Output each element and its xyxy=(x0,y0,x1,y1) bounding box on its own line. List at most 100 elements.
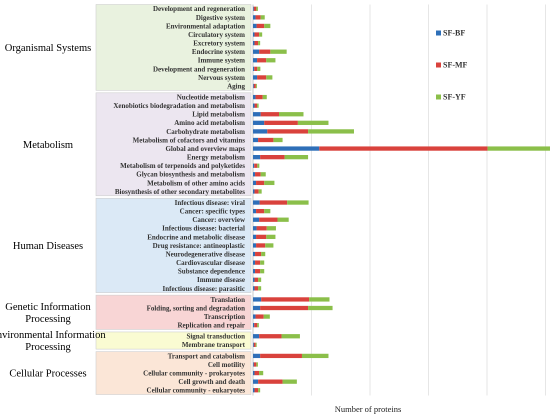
group-label: Environmental Information Processing xyxy=(0,330,106,353)
bar-segment xyxy=(253,23,257,29)
bar-segment xyxy=(257,75,267,80)
bar-segment xyxy=(284,155,309,160)
bar-segment xyxy=(259,370,264,376)
bar-segment xyxy=(253,155,261,160)
bar-segment xyxy=(253,6,257,11)
bar-segment xyxy=(262,94,267,100)
group-label: Human Diseases xyxy=(13,241,83,252)
category-label: Infectious disease: viral xyxy=(175,199,245,207)
bar-segment xyxy=(253,323,255,328)
group-band xyxy=(95,351,252,395)
bar-segment xyxy=(253,269,256,274)
bar-segment xyxy=(253,129,268,134)
bar-segment xyxy=(301,353,329,359)
category-label: Drug resistance: antineoplastic xyxy=(153,242,245,250)
legend-swatch xyxy=(436,62,441,68)
legend-swatch xyxy=(436,94,441,100)
bar-segment xyxy=(254,286,259,291)
category-label: Cardiovascular disease xyxy=(176,259,245,267)
category-label: Immune system xyxy=(198,57,245,65)
group-band xyxy=(95,92,252,197)
bar-segment xyxy=(260,155,285,160)
bar-segment xyxy=(264,23,271,29)
bar-segment xyxy=(253,112,261,117)
bar-segment xyxy=(264,120,298,125)
bar-segment xyxy=(253,200,260,205)
category-label: Global and overview maps xyxy=(165,145,245,153)
bar-segment xyxy=(266,226,276,231)
bar-segment xyxy=(259,200,288,205)
bar-segment xyxy=(254,163,258,168)
bar-segment xyxy=(309,297,330,302)
category-label: Excretory system xyxy=(193,40,245,48)
bar-segment xyxy=(308,129,354,134)
category-label: Metabolism of terpenoids and polyketides xyxy=(120,162,245,170)
bar-segment xyxy=(254,66,258,71)
bar-segment xyxy=(254,370,260,376)
bar-segment xyxy=(259,334,282,339)
bar-segment xyxy=(256,208,265,214)
category-label: Cell growth and death xyxy=(178,378,245,386)
category-label: Metabolism of cofactors and vitamins xyxy=(133,136,246,144)
bar-segment xyxy=(258,286,262,291)
bar-segment xyxy=(253,120,265,125)
bar-segment xyxy=(254,189,259,194)
bar-segment xyxy=(255,314,264,319)
bar-segment xyxy=(256,362,258,367)
bar-segment xyxy=(254,103,258,108)
group-band xyxy=(95,197,252,293)
bar-segment xyxy=(282,379,297,384)
bar-segment xyxy=(253,172,256,177)
bar-segment xyxy=(260,112,280,117)
bar-segment xyxy=(255,94,263,100)
bar-segment xyxy=(260,172,266,177)
bar-segment xyxy=(256,243,266,248)
bar-segment xyxy=(258,137,274,143)
category-label: Folding, sorting and degradation xyxy=(147,304,246,312)
legend-swatch xyxy=(436,30,441,36)
legend: SF-BF SF-MF SF-YF xyxy=(436,29,468,102)
bar-segment xyxy=(253,353,261,359)
bar-segment xyxy=(256,180,265,186)
bar-segment xyxy=(259,32,263,37)
category-label: Endocrine and metabolic disease xyxy=(147,233,245,241)
bar-segment xyxy=(281,334,300,339)
bar-segment xyxy=(259,49,271,54)
bar-segment xyxy=(253,40,255,46)
bar-segment xyxy=(253,75,258,80)
bar-segment xyxy=(253,58,258,63)
bar-segment xyxy=(253,83,256,89)
category-label: Circulatory system xyxy=(188,31,245,39)
bar-segment xyxy=(256,6,258,11)
bar-segment xyxy=(253,342,254,347)
group-labels: Organismal Systems Metabolism Human Diseas… xyxy=(0,43,106,380)
bar-segment xyxy=(253,163,255,168)
bar-segment xyxy=(253,314,256,319)
bar-segment xyxy=(253,260,256,265)
legend-label: SF-YF xyxy=(443,93,466,102)
bar-segment xyxy=(253,234,257,240)
bar-segment xyxy=(308,305,333,311)
bar-segment xyxy=(253,305,261,311)
bar-segment xyxy=(267,129,309,134)
bar-segment xyxy=(255,251,262,257)
group-label: Metabolism xyxy=(23,140,73,151)
bar-segment xyxy=(256,23,265,29)
bar-segment xyxy=(260,353,302,359)
bar-segment xyxy=(253,226,257,231)
bar-segment xyxy=(254,277,259,282)
category-label: Digestive system xyxy=(196,14,245,22)
category-label: Environmental adaptation xyxy=(166,22,245,30)
bar-segment xyxy=(253,362,254,367)
group-band xyxy=(95,331,252,350)
category-label: Nervous system xyxy=(198,74,245,82)
category-label: Metabolism of other amino acids xyxy=(147,179,245,187)
category-label: Biosynthesis of other secondary metaboli… xyxy=(115,188,245,196)
bar-segment xyxy=(265,243,274,248)
bar-segment xyxy=(270,49,287,54)
bar-segment xyxy=(254,40,259,46)
category-label: Nucleotide metabolism xyxy=(177,93,245,101)
bar-segment xyxy=(287,200,309,205)
